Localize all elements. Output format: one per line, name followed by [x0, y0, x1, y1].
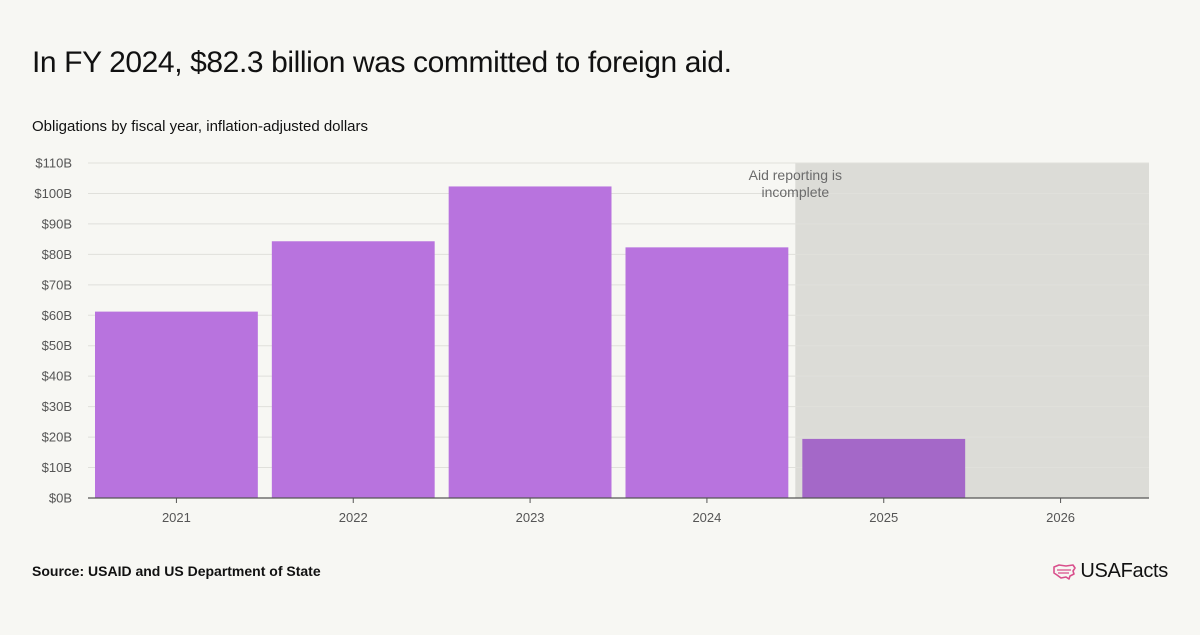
bar-2024 [625, 247, 789, 498]
y-tick-label: $0B [49, 491, 72, 506]
bar-2021 [95, 311, 258, 498]
x-tick-label: 2023 [516, 510, 545, 525]
y-tick-label: $30B [42, 399, 72, 414]
y-tick-label: $20B [42, 430, 72, 445]
x-tick-label: 2021 [162, 510, 191, 525]
chart-subtitle: Obligations by fiscal year, inflation-ad… [32, 118, 369, 135]
y-tick-label: $90B [42, 216, 72, 231]
bar-2022 [271, 241, 435, 498]
y-tick-label: $60B [42, 308, 72, 323]
chart-title: In FY 2024, $82.3 billion was committed … [32, 46, 732, 79]
y-tick-label: $110B [35, 156, 72, 171]
source-note: Source: USAID and US Department of State [32, 563, 321, 579]
y-tick-label: $50B [42, 338, 72, 353]
y-tick-label: $10B [42, 460, 72, 475]
x-tick-label: 2026 [1046, 510, 1075, 525]
y-tick-label: $80B [42, 247, 72, 262]
incomplete-annotation: incomplete [761, 184, 829, 200]
incomplete-annotation: Aid reporting is [749, 167, 842, 183]
us-map-icon [1053, 563, 1077, 580]
logo-text: USAFacts [1080, 560, 1168, 582]
y-tick-label: $40B [42, 369, 72, 384]
x-tick-label: 2022 [339, 510, 368, 525]
bar-2023 [448, 186, 612, 498]
x-tick-label: 2025 [869, 510, 898, 525]
usafacts-logo[interactable]: USAFacts [1052, 560, 1168, 583]
bar-2025 [802, 438, 966, 498]
x-tick-label: 2024 [692, 510, 721, 525]
y-tick-label: $70B [42, 277, 72, 292]
y-tick-label: $100B [34, 186, 72, 201]
